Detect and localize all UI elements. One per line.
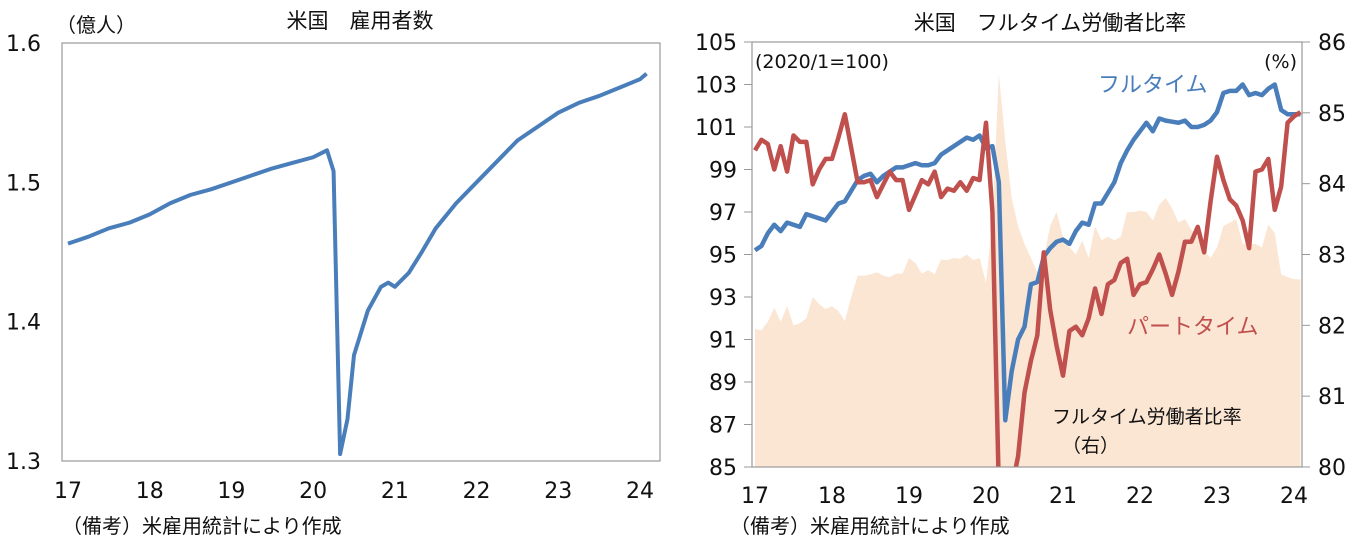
- x-tick-label: 23: [1203, 484, 1231, 509]
- x-tick-label: 22: [1126, 484, 1154, 509]
- fulltime-label: フルタイム: [1098, 73, 1208, 98]
- y-right-tick-label: 85: [1318, 102, 1346, 127]
- source-note: （備考）米雇用統計により作成: [730, 514, 1010, 538]
- y-right-tick-label: 82: [1318, 314, 1346, 339]
- y-left-tick-label: 101: [695, 116, 737, 141]
- fulltime-ratio-area: [755, 73, 1301, 467]
- x-tick-label: 21: [1049, 484, 1077, 509]
- y-tick-label: 1.3: [6, 450, 41, 475]
- ratio-axis-note: （右）: [1062, 435, 1119, 457]
- x-tick-label: 17: [54, 479, 82, 504]
- parttime-line: [753, 110, 1302, 467]
- y-tick-label: 1.6: [6, 32, 41, 57]
- x-tick-label: 18: [136, 479, 164, 504]
- chart-title: 米国 フルタイム労働者比率: [914, 11, 1187, 35]
- x-tick-label: 22: [463, 479, 491, 504]
- y-right-tick-label: 84: [1318, 173, 1346, 198]
- y-right-tick-label: 80: [1318, 456, 1346, 481]
- x-tick-label: 24: [1280, 484, 1308, 509]
- plot-frame: [61, 42, 661, 462]
- left-axis-unit: (2020/1=100): [755, 51, 889, 73]
- x-tick-label: 18: [818, 484, 846, 509]
- y-left-tick-label: 95: [709, 244, 737, 269]
- chart-title: 米国 雇用者数: [287, 9, 434, 33]
- y-left-tick-label: 105: [695, 31, 737, 56]
- y-axis-unit: （億人）: [56, 13, 136, 37]
- y-left-tick-label: 89: [709, 371, 737, 396]
- y-left-tick-label: 99: [709, 159, 737, 184]
- y-left-tick-label: 87: [709, 414, 737, 439]
- fulltime-line: [753, 82, 1301, 423]
- x-tick-label: 20: [299, 479, 327, 504]
- x-tick-label: 20: [972, 484, 1000, 509]
- x-tick-label: 24: [626, 479, 654, 504]
- y-right-tick-label: 86: [1318, 31, 1346, 56]
- right-axis-unit: (%): [1264, 51, 1297, 73]
- y-left-tick-label: 93: [709, 286, 737, 311]
- fulltime-ratio-chart: 105 103 101 99 97 95 93 91 89 87 85 86 85 84 83 82 81 80 1…: [695, 11, 1346, 538]
- x-tick-label: 19: [895, 484, 923, 509]
- y-left-tick-label: 97: [709, 201, 737, 226]
- y-right-tick-label: 81: [1318, 385, 1346, 410]
- y-tick-label: 1.5: [6, 171, 41, 196]
- employment-chart: 米国 雇用者数 （億人） 1.6 1.5 1.4 1.3 17 18 19 20 21 22 23 24 （…: [6, 9, 661, 538]
- y-left-tick-label: 85: [709, 456, 737, 481]
- x-tick-label: 17: [741, 484, 769, 509]
- y-tick-label: 1.4: [6, 311, 41, 336]
- employment-line: [67, 72, 648, 457]
- source-note: （備考）米雇用統計により作成: [62, 514, 342, 538]
- y-left-tick-label: 91: [709, 329, 737, 354]
- x-tick-label: 21: [381, 479, 409, 504]
- x-tick-label: 23: [544, 479, 572, 504]
- ratio-label: フルタイム労働者比率: [1052, 406, 1242, 428]
- y-left-tick-label: 103: [695, 74, 737, 99]
- y-right-tick-label: 83: [1318, 244, 1346, 269]
- x-tick-label: 19: [217, 479, 245, 504]
- parttime-label: パートタイム: [1127, 315, 1259, 340]
